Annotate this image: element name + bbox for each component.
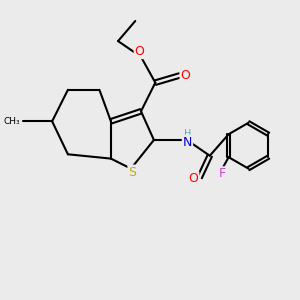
Text: H: H xyxy=(184,129,191,139)
Text: S: S xyxy=(128,166,136,178)
Text: O: O xyxy=(135,45,145,58)
Text: O: O xyxy=(188,172,198,185)
Text: CH₃: CH₃ xyxy=(4,117,21,126)
Text: F: F xyxy=(219,167,226,180)
Text: O: O xyxy=(181,69,190,82)
Text: N: N xyxy=(183,136,192,149)
